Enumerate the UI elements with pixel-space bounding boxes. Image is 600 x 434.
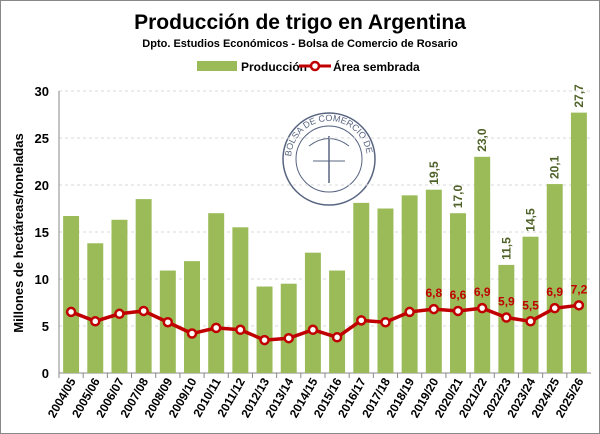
bar-2021-22 [474, 156, 491, 373]
area-point [186, 328, 198, 339]
bar-2010-11 [208, 213, 225, 373]
y-tick-label: 5 [42, 319, 49, 334]
legend-label-produccion: Producción [241, 60, 307, 74]
area-point [356, 315, 367, 326]
bar-2009-10 [184, 261, 200, 373]
bar-data-label: 23,0 [475, 128, 489, 152]
bar-2020-21 [450, 213, 466, 373]
chart-subtitle: Dpto. Estudios Económicos - Bolsa de Com… [142, 38, 458, 50]
bar-2007-08 [135, 199, 152, 373]
bar-data-label: 19,5 [427, 161, 441, 185]
area-point [90, 316, 101, 327]
y-tick-label: 20 [35, 178, 49, 193]
area-point [65, 306, 77, 318]
area-data-label: 6,8 [425, 286, 442, 300]
chart-title: Producción de trigo en Argentina [134, 11, 466, 34]
area-point [114, 308, 125, 320]
bar-data-label: 20,1 [548, 155, 562, 179]
area-data-label: 5,9 [498, 295, 515, 309]
legend-marker-area [309, 60, 321, 72]
area-point [331, 332, 343, 343]
y-tick-label: 10 [35, 272, 49, 287]
area-point [307, 324, 319, 336]
area-point [404, 306, 415, 318]
area-data-label: 6,6 [450, 288, 467, 302]
bar-2025-26 [570, 112, 587, 374]
area-data-label: 6,9 [474, 285, 491, 299]
bar-2019-20 [425, 189, 442, 373]
bar-2015-16 [329, 270, 346, 373]
bar-2012-13 [256, 286, 273, 373]
bar-2023-24 [522, 236, 539, 373]
bar-2011-12 [232, 227, 249, 373]
area-line [70, 303, 580, 342]
y-tick-label: 30 [35, 84, 49, 99]
area-point [501, 312, 512, 323]
area-data-label: 6,9 [546, 285, 563, 299]
bar-data-label: 11,5 [499, 237, 513, 260]
y-tick-label: 25 [35, 131, 49, 146]
legend-label-area: Área sembrada [333, 59, 420, 74]
bar-2005-06 [87, 243, 104, 373]
legend-swatch-produccion [197, 61, 237, 71]
area-point [476, 302, 488, 314]
area-point [428, 303, 440, 315]
area-point [549, 302, 560, 314]
bar-data-label: 17,0 [451, 185, 465, 209]
area-point [452, 305, 464, 317]
bar-data-label: 27,7 [572, 84, 586, 108]
bar-2018-19 [401, 195, 418, 373]
y-axis-label: Millones de hectáreas/toneladas [11, 133, 26, 332]
area-point [138, 305, 149, 317]
bar-2006-07 [111, 219, 128, 373]
area-point [235, 324, 246, 336]
y-tick-label: 0 [42, 366, 49, 381]
bar-2017-18 [377, 208, 394, 373]
area-point [573, 300, 585, 311]
area-point [525, 316, 536, 327]
area-point [283, 332, 294, 344]
area-point [162, 316, 174, 328]
area-data-label: 7,2 [571, 282, 588, 296]
bar-2013-14 [280, 283, 297, 373]
area-data-label: 5,5 [522, 298, 539, 312]
area-point [380, 316, 391, 328]
bar-2014-15 [304, 252, 321, 373]
area-point [210, 322, 222, 334]
bar-2016-17 [353, 202, 370, 373]
bar-2024-25 [546, 184, 563, 373]
bar-data-label: 14,5 [524, 208, 538, 232]
y-tick-label: 15 [35, 225, 49, 240]
bar-2004-05 [63, 216, 80, 373]
area-point [259, 334, 270, 346]
legend: Producción Área sembrada [197, 59, 420, 74]
